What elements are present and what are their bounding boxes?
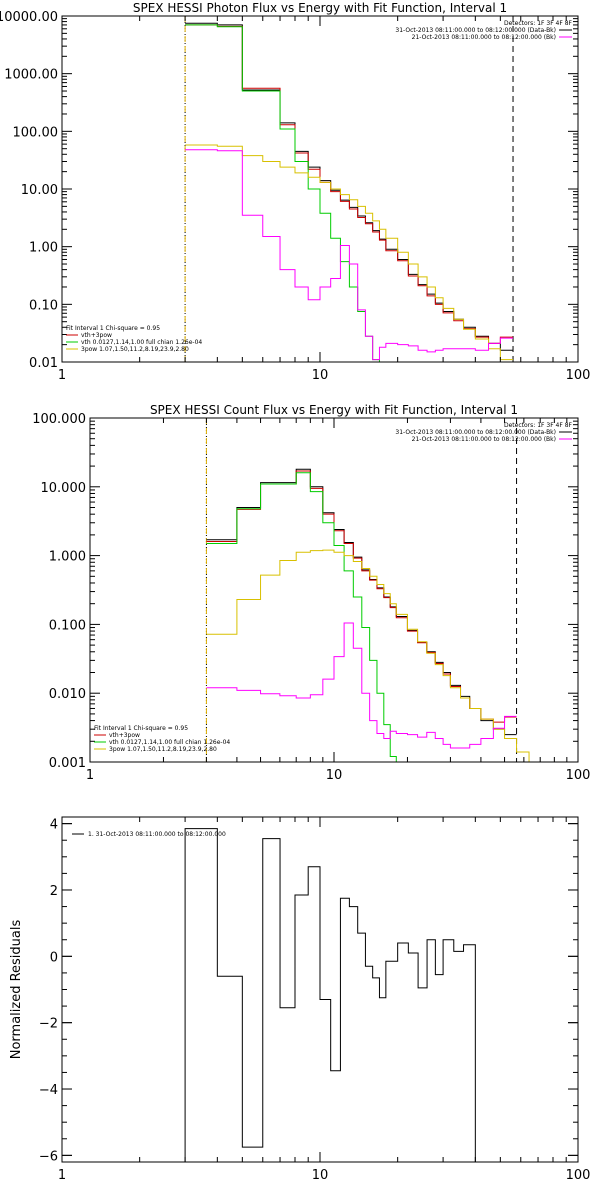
legend-entry: 21-Oct-2013 08:11:00.000 to 08:12:00.000…	[412, 436, 556, 443]
y-tick-label: 0.10	[29, 298, 58, 313]
legend-entry: vth 0.0127,1.14,1.00 full chian 1.26e-04	[109, 739, 230, 746]
photon-flux-panel: SPEX HESSI Photon Flux vs Energy with Fi…	[0, 1, 590, 383]
x-tick-label: 10	[326, 768, 343, 783]
spectrum-series-0	[185, 22, 514, 351]
y-tick-label: 100.000	[32, 412, 86, 427]
legend-entry: 21-Oct-2013 08:11:00.000 to 08:12:00.000…	[412, 34, 556, 41]
y-tick-label: 0	[50, 950, 58, 965]
x-tick-label: 10	[312, 368, 329, 383]
y-tick-label: 10.000	[41, 481, 87, 496]
y-tick-label: 100.00	[13, 125, 59, 140]
y-tick-label: 4	[50, 818, 58, 833]
plot-frame	[89, 417, 579, 763]
count-flux-panel: SPEX HESSI Count Flux vs Energy with Fit…	[32, 403, 590, 783]
legend-entry: 1. 31-Oct-2013 08:11:00.000 to 08:12:00.…	[88, 831, 226, 838]
spectrum-series-2	[206, 472, 408, 762]
legend-entry: 31-Oct-2013 08:11:00.000 to 08:12:00.000…	[395, 429, 556, 436]
x-tick-label: 100	[566, 768, 591, 783]
legend-entry: 3pow 1.07,1.50,11.2,8.19,23.9,2.80	[81, 346, 189, 353]
spectrum-series-0	[184, 828, 476, 1162]
x-tick-label: 1	[58, 368, 66, 383]
legend-entry: vth+3pow	[81, 332, 112, 339]
plot-area	[205, 418, 541, 762]
y-tick-label: 2	[50, 884, 58, 899]
spectrum-series-4	[206, 622, 517, 749]
detectors-label: Detectors: 1F 3F 4F 8F	[504, 422, 573, 429]
y-tick-label: 0.010	[49, 687, 86, 702]
fit-interval-label: Fit Interval 1 Chi-square = 0.95	[94, 725, 188, 732]
y-tick-label: 1.00	[29, 241, 58, 256]
spectrum-series-3	[206, 549, 541, 762]
x-tick-label: 100	[566, 368, 591, 383]
panel-title: SPEX HESSI Photon Flux vs Energy with Fi…	[133, 1, 507, 15]
plot-area	[184, 828, 476, 1162]
spectrum-series-1	[185, 24, 514, 344]
legend-entry: 31-Oct-2013 08:11:00.000 to 08:12:00.000…	[395, 27, 556, 34]
x-tick-label: 10	[312, 1168, 329, 1183]
y-tick-label: 10.00	[21, 183, 58, 198]
y-axis-label: Normalized Residuals	[9, 920, 24, 1060]
x-tick-label: 100	[566, 1168, 591, 1183]
legend-entry: vth 0.0127,1.14,1.00 full chian 1.26e-04	[81, 339, 202, 346]
spectrum-series-4	[185, 149, 514, 361]
plot-area	[184, 16, 514, 362]
y-tick-label: 1.000	[49, 550, 86, 565]
spectrum-series-3	[185, 144, 514, 361]
y-tick-label: −4	[39, 1083, 58, 1098]
y-tick-label: 10000.00	[0, 10, 58, 25]
x-tick-label: 1	[58, 1168, 66, 1183]
detectors-label: Detectors: 1F 3F 4F 8F	[504, 20, 573, 27]
legend-entry: vth+3pow	[109, 732, 140, 739]
y-tick-label: 0.100	[49, 618, 86, 633]
fit-interval-label: Fit Interval 1 Chi-square = 0.95	[66, 325, 160, 332]
panel-title: SPEX HESSI Count Flux vs Energy with Fit…	[150, 403, 518, 417]
y-tick-label: 0.001	[49, 756, 86, 771]
y-tick-label: 1000.00	[4, 68, 58, 83]
y-tick-label: 0.01	[29, 356, 58, 371]
x-tick-label: 1	[86, 768, 94, 783]
residuals-panel: 1 10 100 −6 −4 −2 0 2 4 Normalized Residuals 1. 31…	[9, 816, 591, 1183]
y-tick-label: −6	[39, 1149, 58, 1164]
y-tick-label: −2	[39, 1017, 58, 1032]
legend-entry: 3pow 1.07,1.50,11.2,8.19,23.9,2.80	[109, 746, 217, 753]
